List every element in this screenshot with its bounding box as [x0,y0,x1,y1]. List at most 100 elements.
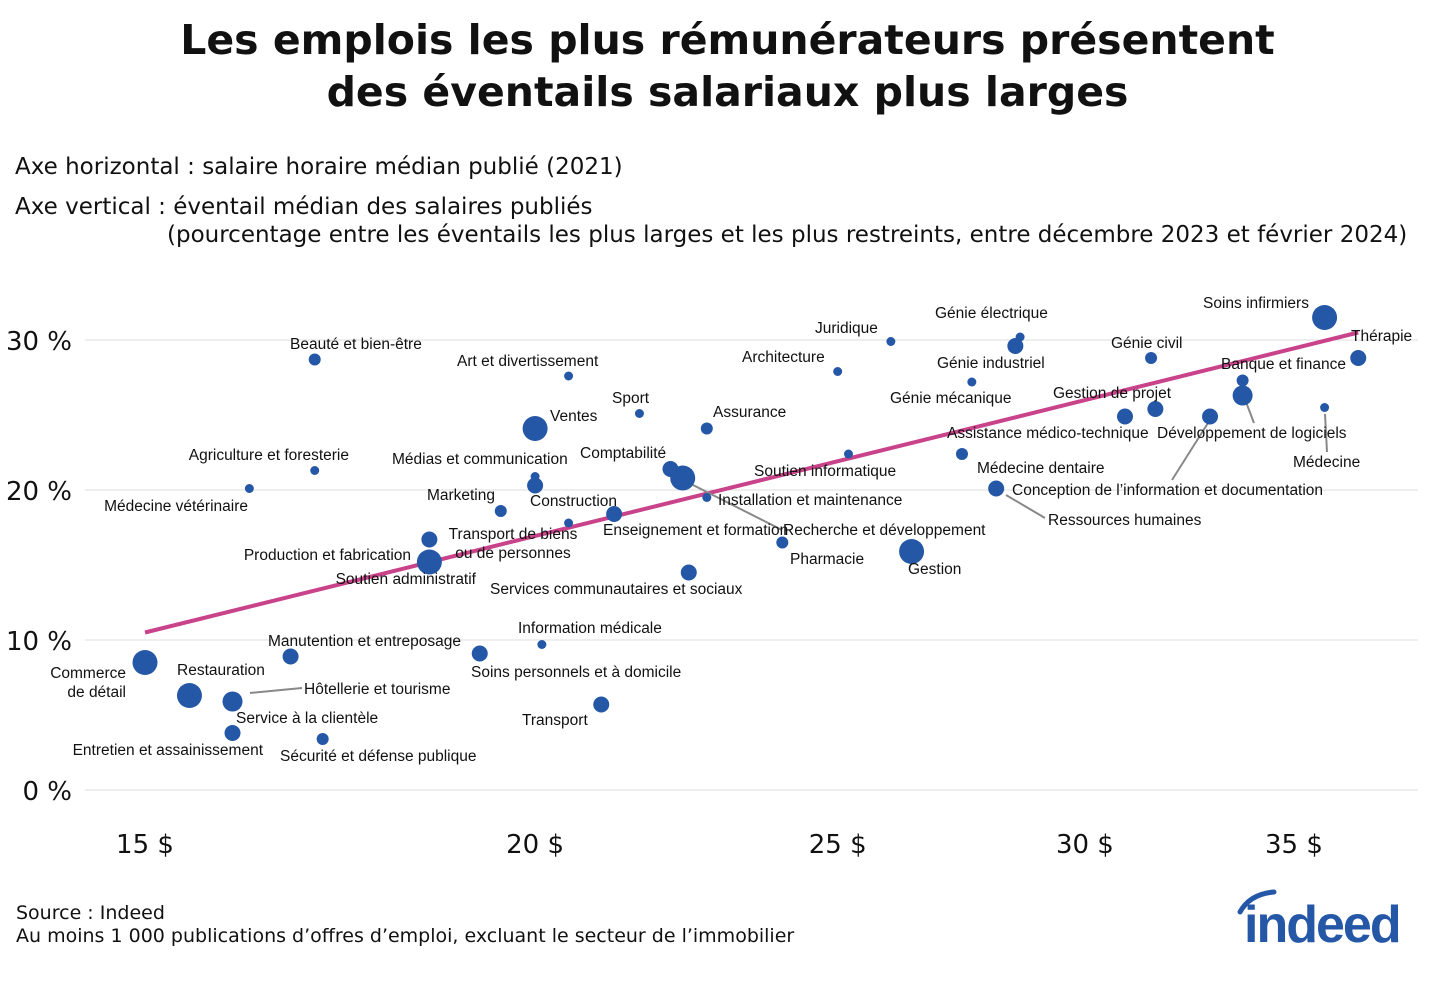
point-label: Assistance médico-technique [947,425,1149,442]
point-label: Juridique [815,320,878,337]
chart-title: Les emplois les plus rémunérateurs prése… [0,14,1455,118]
data-point [564,518,574,528]
point-label: Ressources humaines [1048,512,1202,529]
title-line-2: des éventails salariaux plus larges [326,68,1129,116]
leader-line [692,484,783,531]
point-label: Génie mécanique [890,390,1012,407]
svg-text:indeed: indeed [1244,896,1400,950]
point-label: Information médicale [518,620,662,637]
point-label: Génie industriel [937,355,1045,372]
data-point [176,683,202,708]
data-point [310,466,320,475]
point-label: Agriculture et foresterie [189,447,349,464]
point-label: Soins infirmiers [1203,295,1309,312]
data-point [606,506,623,522]
point-label: Ventes [550,408,598,425]
y-axis-description: Axe vertical : éventail médian des salai… [15,194,593,220]
point-label: Transport de biens ou de personnes [449,526,578,562]
data-point [282,648,299,665]
point-label: Soutien informatique [754,463,896,480]
point-label: Génie électrique [935,305,1048,322]
data-point [527,477,544,494]
data-point [776,536,789,549]
source-note: Source : Indeed [16,902,165,924]
point-label: Génie civil [1111,335,1183,352]
x-tick-label: 25 $ [809,830,867,860]
point-label: Gestion de projet [1053,385,1172,402]
point-label: Sport [612,390,650,407]
y-tick-label: 10 % [6,627,72,657]
data-point [1320,403,1330,412]
data-point [1007,338,1024,354]
data-point [1232,385,1253,406]
data-point [1236,374,1249,387]
point-label: Sécurité et défense publique [280,748,476,765]
point-label: Entretien et assainissement [73,742,264,759]
point-label: Architecture [742,349,825,366]
data-point [522,416,548,441]
leader-line [249,687,303,694]
data-point [886,337,896,346]
data-point [244,484,254,493]
point-label: Beauté et bien-être [290,336,422,353]
point-label: Construction [530,493,617,510]
data-point [226,697,239,709]
data-point [1202,408,1219,425]
point-label: Transport [522,712,588,729]
point-label: Développement de logiciels [1157,425,1347,442]
title-line-1: Les emplois les plus rémunérateurs prése… [180,16,1275,64]
data-point [1312,305,1338,330]
point-label: Médias et communication [392,451,568,468]
scatter-chart: 0 % 10 % 20 % 30 % 15 $ 20 $ 25 $ 30 $ 35 $ Comme… [6,295,1418,860]
point-label: Service à la clientèle [236,710,378,727]
data-point [899,539,925,564]
point-label: Soutien administratif [336,571,477,588]
data-point [537,640,547,649]
data-point [421,531,438,548]
data-point [593,696,610,713]
x-tick-label: 15 $ [116,830,174,860]
point-label: Enseignement et formation [603,522,788,539]
data-point [494,505,507,517]
data-point [316,733,329,745]
point-label: Assurance [713,404,786,421]
point-label: Hôtellerie et tourisme [304,681,450,698]
data-point [967,377,977,387]
y-tick-label: 30 % [6,327,72,357]
leader-line [1005,494,1046,519]
data-point [833,367,843,376]
trend-line [144,330,1359,635]
x-axis-description: Axe horizontal : salaire horaire médian … [15,154,623,180]
point-label: Art et divertissement [457,353,599,370]
x-tick-label: 20 $ [506,830,564,860]
point-label: Recherche et développement [783,522,986,539]
y-axis-description-detail: (pourcentage entre les éventails les plu… [167,222,1408,248]
x-tick-label: 35 $ [1265,830,1323,860]
point-label: Médecine vétérinaire [104,498,248,515]
data-point [1350,350,1367,366]
data-point [988,480,1005,497]
indeed-logo: indeed [1237,889,1402,950]
data-point [1145,352,1158,364]
leader-line [1171,422,1209,481]
data-point [1147,401,1164,417]
data-point [308,353,321,366]
footnote: Au moins 1 000 publications d’offres d’e… [16,925,795,947]
data-point [416,549,442,575]
point-label: Manutention et entreposage [268,633,461,650]
point-label: Pharmacie [790,551,864,568]
data-point [564,371,574,381]
leader-line [1324,413,1328,453]
point-label: Services communautaires et sociaux [490,581,743,598]
point-label: Installation et maintenance [718,492,902,509]
point-label: Soins personnels et à domicile [471,664,681,681]
point-label: Médecine [1293,454,1360,471]
y-tick-label: 0 % [22,777,72,807]
point-label: Production et fabrication [244,547,411,564]
data-point [670,465,696,491]
point-label: Commerce de détail [50,665,126,701]
data-point [843,449,853,459]
data-point [471,645,488,662]
data-point [634,409,644,418]
leader-line [1245,401,1255,424]
